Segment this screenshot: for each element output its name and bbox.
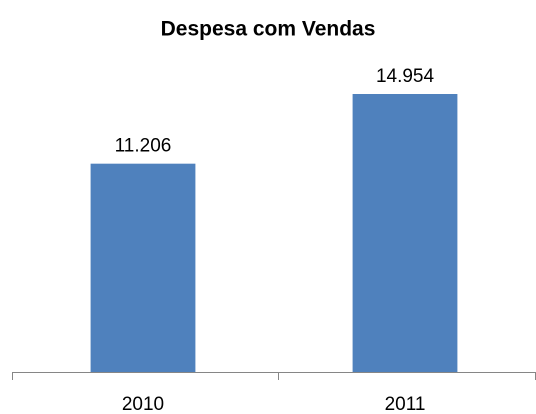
data-label: 14.954: [376, 66, 435, 87]
data-label: 11.206: [115, 136, 172, 157]
x-tick-label: 2011: [385, 394, 426, 414]
x-tick-label: 2010: [122, 394, 164, 414]
bar: [352, 94, 458, 372]
bar: [90, 163, 196, 372]
chart-title: Despesa com Vendas: [161, 18, 376, 41]
